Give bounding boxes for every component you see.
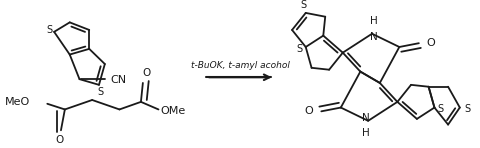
Text: OMe: OMe — [160, 106, 186, 116]
Text: S: S — [437, 104, 444, 114]
Text: O: O — [55, 135, 63, 145]
Text: S: S — [300, 0, 307, 10]
Text: S: S — [46, 25, 52, 35]
Text: O: O — [305, 106, 313, 116]
Text: N: N — [370, 32, 378, 42]
Text: O: O — [143, 69, 151, 78]
Text: H: H — [370, 16, 378, 26]
Text: N: N — [362, 113, 370, 123]
Text: CN: CN — [111, 75, 127, 85]
Text: S: S — [465, 104, 471, 114]
Text: MeO: MeO — [4, 97, 30, 107]
Text: S: S — [98, 87, 104, 97]
Text: S: S — [297, 44, 303, 54]
Text: H: H — [362, 128, 370, 138]
Text: t-BuOK, t-amyl acohol: t-BuOK, t-amyl acohol — [191, 61, 290, 70]
Text: O: O — [427, 38, 435, 48]
